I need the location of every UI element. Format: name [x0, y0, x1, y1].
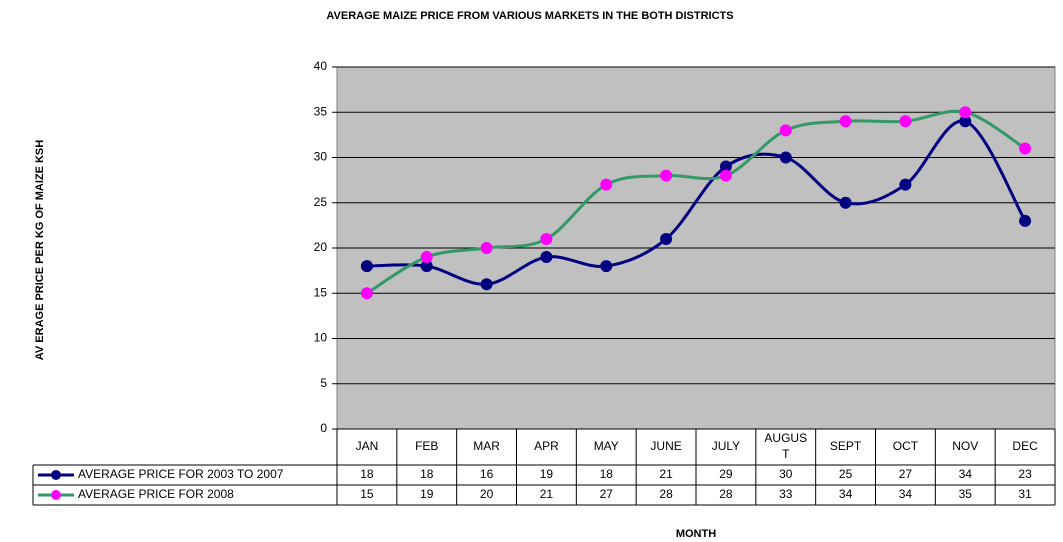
marker [600, 260, 613, 273]
y-tick-label: 40 [314, 59, 328, 73]
legend-label: AVERAGE PRICE FOR 2003 TO 2007 [78, 467, 284, 481]
marker [899, 115, 912, 128]
y-tick-label: 5 [320, 376, 327, 390]
x-tick-label: MAY [594, 439, 619, 453]
marker [779, 124, 792, 137]
marker [779, 151, 792, 164]
x-tick-label: FEB [415, 439, 438, 453]
table-value: 18 [600, 467, 614, 481]
marker [719, 169, 732, 182]
table-value: 30 [779, 467, 793, 481]
x-tick-label: DEC [1012, 439, 1038, 453]
x-tick-label: JUNE [650, 439, 681, 453]
marker [1019, 214, 1032, 227]
marker [480, 242, 493, 254]
table-value: 21 [540, 487, 554, 501]
table-value: 21 [659, 467, 673, 481]
table-value: 19 [420, 487, 434, 501]
table-value: 23 [1018, 467, 1032, 481]
marker [540, 232, 553, 245]
x-axis-label: MONTH [676, 528, 716, 540]
table-value: 15 [360, 487, 374, 501]
marker [899, 178, 912, 191]
table-value: 27 [600, 487, 614, 501]
table-value: 28 [719, 487, 733, 501]
table-value: 27 [899, 467, 913, 481]
x-tick-label: JULY [712, 439, 740, 453]
marker [360, 287, 373, 300]
y-tick-label: 10 [314, 331, 328, 345]
y-axis-label: AV ERAGE PRICE PER KG OF MAIZE KSH [34, 140, 46, 360]
y-tick-label: 35 [314, 104, 328, 118]
legend-marker [51, 490, 61, 500]
y-tick-label: 25 [314, 195, 328, 209]
marker [360, 260, 373, 273]
table-value: 18 [420, 467, 434, 481]
marker [719, 160, 732, 173]
x-tick-label: MAR [473, 439, 500, 453]
marker [839, 115, 852, 128]
y-tick-label: 20 [314, 240, 328, 254]
marker [540, 251, 553, 264]
table-value: 28 [659, 487, 673, 501]
table-value: 25 [839, 467, 853, 481]
x-tick-label: SEPT [830, 439, 862, 453]
chart-title: AVERAGE MAIZE PRICE FROM VARIOUS MARKETS… [326, 10, 733, 22]
marker [660, 169, 673, 182]
y-tick-label: 15 [314, 285, 328, 299]
x-tick-label: JAN [356, 439, 379, 453]
table-value: 19 [540, 467, 554, 481]
marker [959, 106, 972, 119]
marker [420, 260, 433, 273]
x-tick-label: APR [534, 439, 559, 453]
x-tick-label: AUGUS T [764, 431, 807, 461]
x-tick-label: NOV [952, 439, 978, 453]
legend-marker [51, 470, 61, 480]
y-tick-label: 0 [320, 421, 327, 435]
table-value: 20 [480, 487, 494, 501]
marker [600, 178, 613, 191]
marker [660, 232, 673, 245]
table-value: 31 [1018, 487, 1032, 501]
table-value: 34 [899, 487, 913, 501]
table-value: 18 [360, 467, 374, 481]
marker [839, 196, 852, 209]
table-value: 35 [959, 487, 973, 501]
y-tick-label: 30 [314, 150, 328, 164]
legend-label: AVERAGE PRICE FOR 2008 [78, 487, 234, 501]
marker [420, 251, 433, 264]
table-value: 33 [779, 487, 793, 501]
table-value: 34 [839, 487, 853, 501]
marker [1019, 142, 1032, 155]
table-value: 29 [719, 467, 733, 481]
table-value: 34 [959, 467, 973, 481]
marker [959, 115, 972, 128]
series-line [366, 109, 1026, 295]
table-value: 16 [480, 467, 494, 481]
marker [480, 278, 493, 291]
x-tick-label: OCT [893, 439, 919, 453]
